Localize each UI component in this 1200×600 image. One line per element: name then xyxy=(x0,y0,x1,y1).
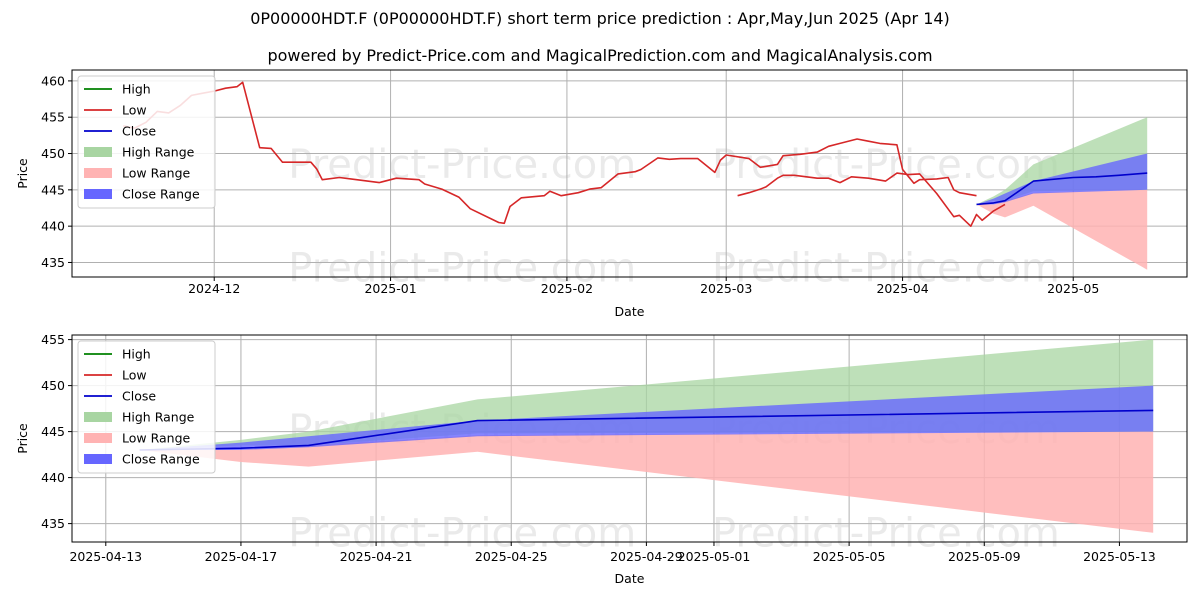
panel-2-legend-label: Close xyxy=(122,389,156,404)
panel-2-ytick-label: 440 xyxy=(41,470,65,485)
panel-1-legend-swatch xyxy=(84,147,112,157)
panel-2-xtick-label: 2025-04-13 xyxy=(69,549,142,564)
panel-1-xtick-label: 2025-02 xyxy=(541,281,593,296)
panel-2-legend-label: Low xyxy=(122,368,147,383)
panel-2-legend-label: Low Range xyxy=(122,431,191,446)
panel-1-ytick-label: 450 xyxy=(41,146,65,161)
panel-1-watermark: Predict-Price.com xyxy=(288,246,636,292)
panel-2-watermark: Predict-Price.com xyxy=(712,511,1060,557)
panel-1-ytick-label: 460 xyxy=(41,73,65,88)
panel-1-xtick-label: 2025-05 xyxy=(1047,281,1099,296)
panel-2-ytick-label: 455 xyxy=(41,332,65,347)
panel-2-ytick-label: 450 xyxy=(41,378,65,393)
panel-2-xtick-label: 2025-04-25 xyxy=(475,549,548,564)
panel-2-xtick-label: 2025-04-21 xyxy=(340,549,413,564)
panel-2-ytick-label: 445 xyxy=(41,424,65,439)
panel-1-plot-area xyxy=(123,81,1148,270)
panel-2-axes-frame xyxy=(71,334,1188,543)
panel-2-legend-swatch xyxy=(84,433,112,443)
panel-1-axes-frame xyxy=(71,69,1188,278)
panel-1-legend-box xyxy=(77,75,216,209)
panel-2-xtick-label: 2025-04-29 xyxy=(610,549,683,564)
panel-1-legend-label: High Range xyxy=(122,145,195,160)
panel-1-series-low-line xyxy=(123,81,977,225)
panel-1-series-low-line xyxy=(737,172,1006,227)
panel-2-ytick-label: 435 xyxy=(41,516,65,531)
panel-2-xtick-label: 2025-05-13 xyxy=(1083,549,1156,564)
panel-1-series-close-line xyxy=(976,172,1148,206)
panel-1-low-range-band xyxy=(976,189,1148,270)
panel-1-legend-swatch xyxy=(84,168,112,178)
panel-1-legend-label: Close Range xyxy=(122,187,200,202)
panel-1-ytick-label: 440 xyxy=(41,219,65,234)
panel-1-x-axis-label: Date xyxy=(615,304,645,319)
panel-1-legend-label: Low Range xyxy=(122,166,191,181)
panel-2-xtick-label: 2025-04-17 xyxy=(205,549,278,564)
panel-2-legend-swatch xyxy=(84,412,112,422)
panel-2-y-axis-label: Price xyxy=(15,423,30,454)
panel-1-xtick-label: 2025-04 xyxy=(876,281,928,296)
panel-2-legend-label: Close Range xyxy=(122,452,200,467)
panel-2-plot-area xyxy=(139,339,1154,533)
chart-title: 0P00000HDT.F (0P00000HDT.F) short term p… xyxy=(250,9,950,28)
panel-1-xtick-label: 2025-03 xyxy=(700,281,752,296)
panel-2-legend-label: High Range xyxy=(122,410,195,425)
panel-2-low-range-band xyxy=(139,431,1154,533)
panel-1-watermark: Predict-Price.com xyxy=(712,246,1060,292)
panel-1-legend-label: Low xyxy=(122,103,147,118)
panel-1-ytick-label: 445 xyxy=(41,182,65,197)
panel-2-xtick-label: 2025-05-01 xyxy=(678,549,751,564)
panel-2-watermark: Predict-Price.com xyxy=(288,511,636,557)
panel-1-legend-label: High xyxy=(122,82,151,97)
panel-2-legend-label: High xyxy=(122,347,151,362)
panel-2-x-axis-label: Date xyxy=(615,571,645,586)
panel-1-y-axis-label: Price xyxy=(15,158,30,189)
panel-1-watermark: Predict-Price.com xyxy=(288,142,636,188)
panel-1-xtick-label: 2025-01 xyxy=(364,281,416,296)
panel-2-xtick-label: 2025-05-09 xyxy=(948,549,1021,564)
panel-1-xtick-label: 2024-12 xyxy=(188,281,240,296)
panel-2-xtick-label: 2025-05-05 xyxy=(813,549,886,564)
panel-1-ytick-label: 455 xyxy=(41,110,65,125)
panel-1-legend-label: Close xyxy=(122,124,156,139)
panel-2-legend-box xyxy=(77,340,216,474)
panel-2-legend-swatch xyxy=(84,454,112,464)
chart-subtitle: powered by Predict-Price.com and Magical… xyxy=(267,46,933,65)
panel-1-ytick-label: 435 xyxy=(41,255,65,270)
panel-1-legend-swatch xyxy=(84,189,112,199)
